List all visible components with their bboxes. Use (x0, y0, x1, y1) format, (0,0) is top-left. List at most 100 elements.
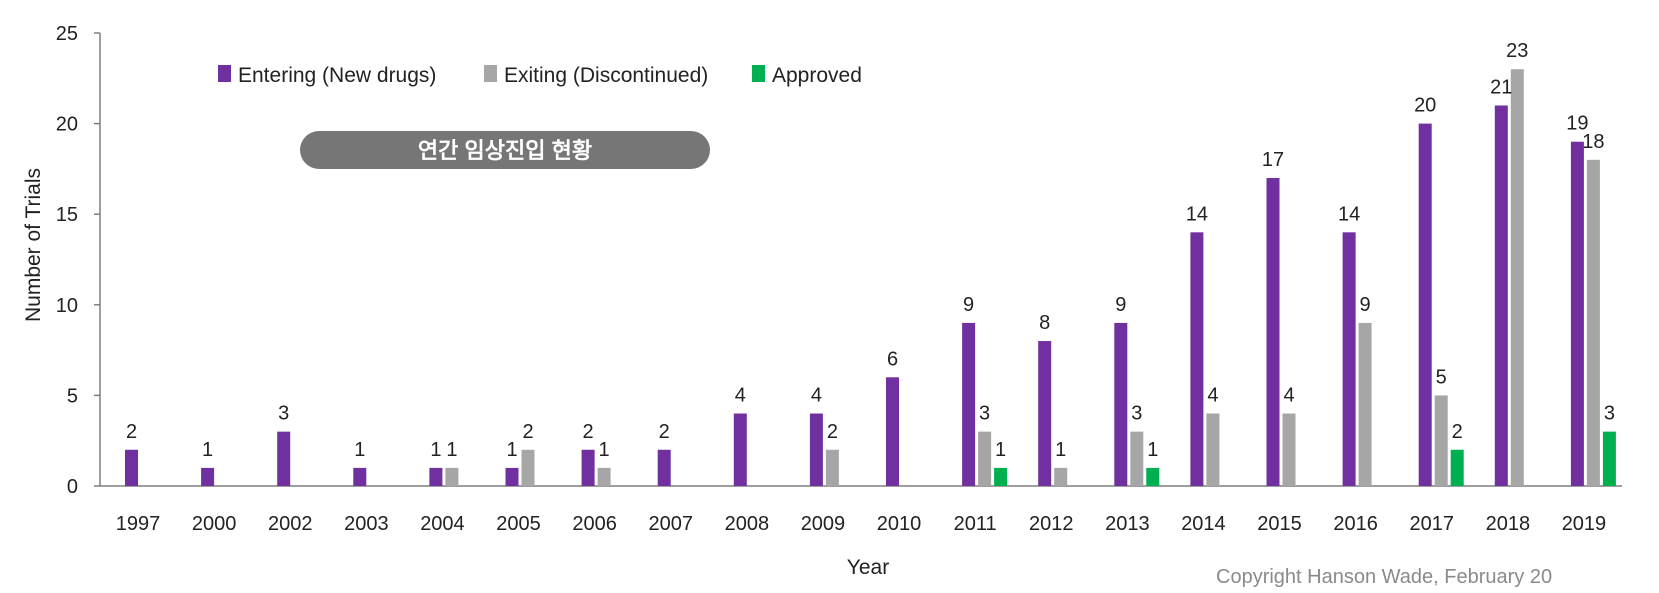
data-label-entering-2011: 9 (963, 294, 974, 316)
y-tick-label: 5 (67, 385, 78, 407)
y-tick-label: 0 (67, 476, 78, 498)
data-label-entering-2010: 6 (887, 348, 898, 370)
data-label-exiting-2012: 1 (1055, 439, 1066, 461)
x-tick-label: 2014 (1181, 513, 1226, 535)
data-label-exiting-2019: 18 (1582, 131, 1604, 153)
data-label-exiting-2005: 2 (522, 421, 533, 443)
y-axis: 0 5 10 15 20 25 (56, 23, 101, 498)
x-tick-label: 2013 (1105, 513, 1150, 535)
bar-entering-2003 (353, 467, 367, 486)
data-label-entering-2009: 4 (811, 385, 822, 407)
bar-entering-2012 (1038, 341, 1052, 486)
bar-entering-2013 (1114, 322, 1128, 486)
bar-exiting-2018 (1510, 69, 1524, 487)
bar-approved-2019 (1602, 431, 1616, 486)
data-label-approved-2013: 1 (1147, 439, 1158, 461)
data-label-entering-2013: 9 (1115, 294, 1126, 316)
x-tick-label: 2003 (344, 513, 389, 535)
bar-approved-2017 (1450, 449, 1464, 486)
data-label-approved-2017: 2 (1452, 421, 1463, 443)
data-label-exiting-2011: 3 (979, 403, 990, 425)
x-axis-title: Year (847, 556, 889, 579)
bar-entering-2005 (505, 467, 519, 486)
x-tick-label: 2008 (725, 513, 770, 535)
bar-entering-2006 (581, 449, 595, 486)
banner-text: 연간 임상진입 현황 (418, 138, 592, 163)
data-label-exiting-2017: 5 (1436, 366, 1447, 388)
bars (125, 69, 1616, 487)
data-label-exiting-2015: 4 (1283, 385, 1294, 407)
x-tick-label: 2005 (496, 513, 541, 535)
bar-exiting-2004 (445, 467, 459, 486)
banner: 연간 임상진입 현황 (300, 131, 710, 169)
bar-exiting-2014 (1206, 413, 1220, 486)
bar-entering-2007 (657, 449, 671, 486)
bar-approved-2011 (994, 467, 1008, 486)
data-label-entering-2005: 1 (506, 439, 517, 461)
data-label-entering-2000: 1 (202, 439, 213, 461)
bar-entering-2009 (809, 413, 823, 486)
bar-exiting-2011 (978, 431, 992, 486)
bar-entering-2014 (1190, 232, 1204, 486)
bar-exiting-2016 (1358, 322, 1372, 486)
data-label-exiting-2009: 2 (827, 421, 838, 443)
bar-entering-2002 (277, 431, 291, 486)
x-tick-label: 2018 (1486, 513, 1531, 535)
x-tick-label: 2010 (877, 513, 922, 535)
y-tick-label: 15 (56, 204, 78, 226)
x-tick-label: 1997 (116, 513, 161, 535)
copyright-notice: Copyright Hanson Wade, February 20 (1216, 566, 1552, 588)
bar-exiting-2019 (1586, 159, 1600, 486)
data-label-exiting-2013: 3 (1131, 403, 1142, 425)
legend-label-entering: Entering (New drugs) (238, 64, 436, 87)
bar-approved-2013 (1146, 467, 1160, 486)
bar-exiting-2005 (521, 449, 535, 486)
x-axis: 1997 2000 2002 2003 2004 2005 2006 2007 2008 2009… (100, 485, 1622, 535)
bar-exiting-2006 (597, 467, 611, 486)
bar-exiting-2017 (1434, 395, 1448, 486)
data-label-entering-2012: 8 (1039, 312, 1050, 334)
x-tick-label: 2009 (801, 513, 846, 535)
data-label-entering-2008: 4 (735, 385, 746, 407)
y-tick-label: 10 (56, 295, 78, 317)
legend-swatch-exiting (484, 65, 497, 82)
bar-entering-2010 (886, 377, 899, 486)
data-label-entering-2017: 20 (1414, 95, 1436, 117)
x-tick-label: 2012 (1029, 513, 1074, 535)
legend-label-approved: Approved (772, 64, 862, 87)
bar-entering-2016 (1342, 232, 1356, 486)
bar-exiting-2013 (1130, 431, 1144, 486)
data-label-exiting-2018: 23 (1506, 40, 1528, 62)
data-label-exiting-2016: 9 (1360, 294, 1371, 316)
bar-entering-2011 (962, 322, 976, 486)
bar-entering-2015 (1266, 177, 1280, 486)
legend-swatch-approved (752, 65, 765, 82)
data-label-entering-1997: 2 (126, 421, 137, 443)
data-label-entering-2015: 17 (1262, 149, 1284, 171)
data-label-entering-2007: 2 (659, 421, 670, 443)
data-label-entering-2004: 1 (430, 439, 441, 461)
data-label-entering-2019: 19 (1566, 113, 1588, 135)
y-tick-label: 20 (56, 114, 78, 136)
bar-entering-2019 (1570, 141, 1584, 486)
x-tick-label: 2011 (954, 513, 997, 535)
data-label-entering-2018: 21 (1490, 76, 1512, 98)
data-label-exiting-2014: 4 (1207, 385, 1218, 407)
bar-entering-2018 (1494, 105, 1508, 486)
bar-entering-2008 (733, 413, 747, 486)
data-label-entering-2006: 2 (583, 421, 594, 443)
data-label-entering-2002: 3 (278, 403, 289, 425)
data-label-entering-2003: 1 (354, 439, 365, 461)
x-tick-label: 2007 (649, 513, 694, 535)
y-axis-title: Number of Trials (22, 168, 45, 322)
x-tick-label: 2002 (268, 513, 313, 535)
data-label-entering-2014: 14 (1186, 203, 1208, 225)
bar-exiting-2015 (1282, 413, 1296, 486)
data-label-exiting-2004: 1 (446, 439, 457, 461)
banner-pill (300, 131, 710, 169)
bar-entering-2017 (1418, 123, 1432, 486)
x-tick-label: 2004 (420, 513, 465, 535)
data-label-entering-2016: 14 (1338, 203, 1360, 225)
